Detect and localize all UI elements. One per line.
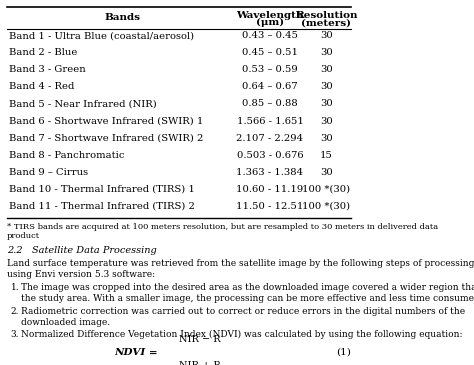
Text: 30: 30 xyxy=(320,134,333,143)
Text: 30: 30 xyxy=(320,48,333,57)
Text: 2.2   Satellite Data Processing: 2.2 Satellite Data Processing xyxy=(7,246,157,255)
Text: 2.: 2. xyxy=(11,307,19,315)
Text: NDVI =: NDVI = xyxy=(114,348,158,357)
Text: 0.503 - 0.676: 0.503 - 0.676 xyxy=(237,151,303,160)
Text: 0.85 – 0.88: 0.85 – 0.88 xyxy=(242,99,298,108)
Text: Bands: Bands xyxy=(104,13,140,22)
Text: 0.45 – 0.51: 0.45 – 0.51 xyxy=(242,48,298,57)
Text: Band 4 - Red: Band 4 - Red xyxy=(9,82,74,91)
Text: 0.43 – 0.45: 0.43 – 0.45 xyxy=(242,31,298,40)
Text: 30: 30 xyxy=(320,168,333,177)
Text: Band 7 - Shortwave Infrared (SWIR) 2: Band 7 - Shortwave Infrared (SWIR) 2 xyxy=(9,134,203,143)
Text: Band 9 – Cirrus: Band 9 – Cirrus xyxy=(9,168,88,177)
Text: The image was cropped into the desired area as the downloaded image covered a wi: The image was cropped into the desired a… xyxy=(21,283,474,303)
Text: Band 3 - Green: Band 3 - Green xyxy=(9,65,86,74)
Text: (meters): (meters) xyxy=(301,18,351,27)
Text: * TIRS bands are acquired at 100 meters resolution, but are resampled to 30 mete: * TIRS bands are acquired at 100 meters … xyxy=(7,223,438,240)
Text: 30: 30 xyxy=(320,65,333,74)
Text: 100 *(30): 100 *(30) xyxy=(302,202,350,211)
Text: 3.: 3. xyxy=(11,330,19,339)
Text: Band 5 - Near Infrared (NIR): Band 5 - Near Infrared (NIR) xyxy=(9,99,157,108)
Text: NIR − R: NIR − R xyxy=(180,335,221,344)
Text: 100 *(30): 100 *(30) xyxy=(302,185,350,194)
Text: 30: 30 xyxy=(320,31,333,40)
Text: 11.50 - 12.51: 11.50 - 12.51 xyxy=(237,202,304,211)
Text: Land surface temperature was retrieved from the satellite image by the following: Land surface temperature was retrieved f… xyxy=(7,259,474,279)
Text: Radiometric correction was carried out to correct or reduce errors in the digita: Radiometric correction was carried out t… xyxy=(21,307,465,327)
Text: Band 11 - Thermal Infrared (TIRS) 2: Band 11 - Thermal Infrared (TIRS) 2 xyxy=(9,202,195,211)
Text: 1.363 - 1.384: 1.363 - 1.384 xyxy=(237,168,304,177)
Text: 1.566 - 1.651: 1.566 - 1.651 xyxy=(237,116,303,126)
Text: Band 2 - Blue: Band 2 - Blue xyxy=(9,48,77,57)
Text: 30: 30 xyxy=(320,99,333,108)
Text: Band 10 - Thermal Infrared (TIRS) 1: Band 10 - Thermal Infrared (TIRS) 1 xyxy=(9,185,195,194)
Text: 10.60 - 11.19: 10.60 - 11.19 xyxy=(237,185,304,194)
Text: (μm): (μm) xyxy=(256,18,284,27)
Text: 0.53 – 0.59: 0.53 – 0.59 xyxy=(242,65,298,74)
Text: 1.: 1. xyxy=(11,283,19,292)
Text: 2.107 - 2.294: 2.107 - 2.294 xyxy=(237,134,304,143)
Text: Band 8 - Panchromatic: Band 8 - Panchromatic xyxy=(9,151,125,160)
Text: 15: 15 xyxy=(320,151,333,160)
Text: Resolution: Resolution xyxy=(295,11,358,20)
Text: Wavelength: Wavelength xyxy=(237,11,304,20)
Text: (1): (1) xyxy=(336,348,351,357)
Text: Normalized Difference Vegetation Index (NDVI) was calculated by using the follow: Normalized Difference Vegetation Index (… xyxy=(21,330,463,339)
Text: 30: 30 xyxy=(320,82,333,91)
Text: Band 6 - Shortwave Infrared (SWIR) 1: Band 6 - Shortwave Infrared (SWIR) 1 xyxy=(9,116,203,126)
Text: NIR + R: NIR + R xyxy=(180,361,221,365)
Text: Band 1 - Ultra Blue (coastal/aerosol): Band 1 - Ultra Blue (coastal/aerosol) xyxy=(9,31,194,40)
Text: 30: 30 xyxy=(320,116,333,126)
Text: 0.64 – 0.67: 0.64 – 0.67 xyxy=(242,82,298,91)
